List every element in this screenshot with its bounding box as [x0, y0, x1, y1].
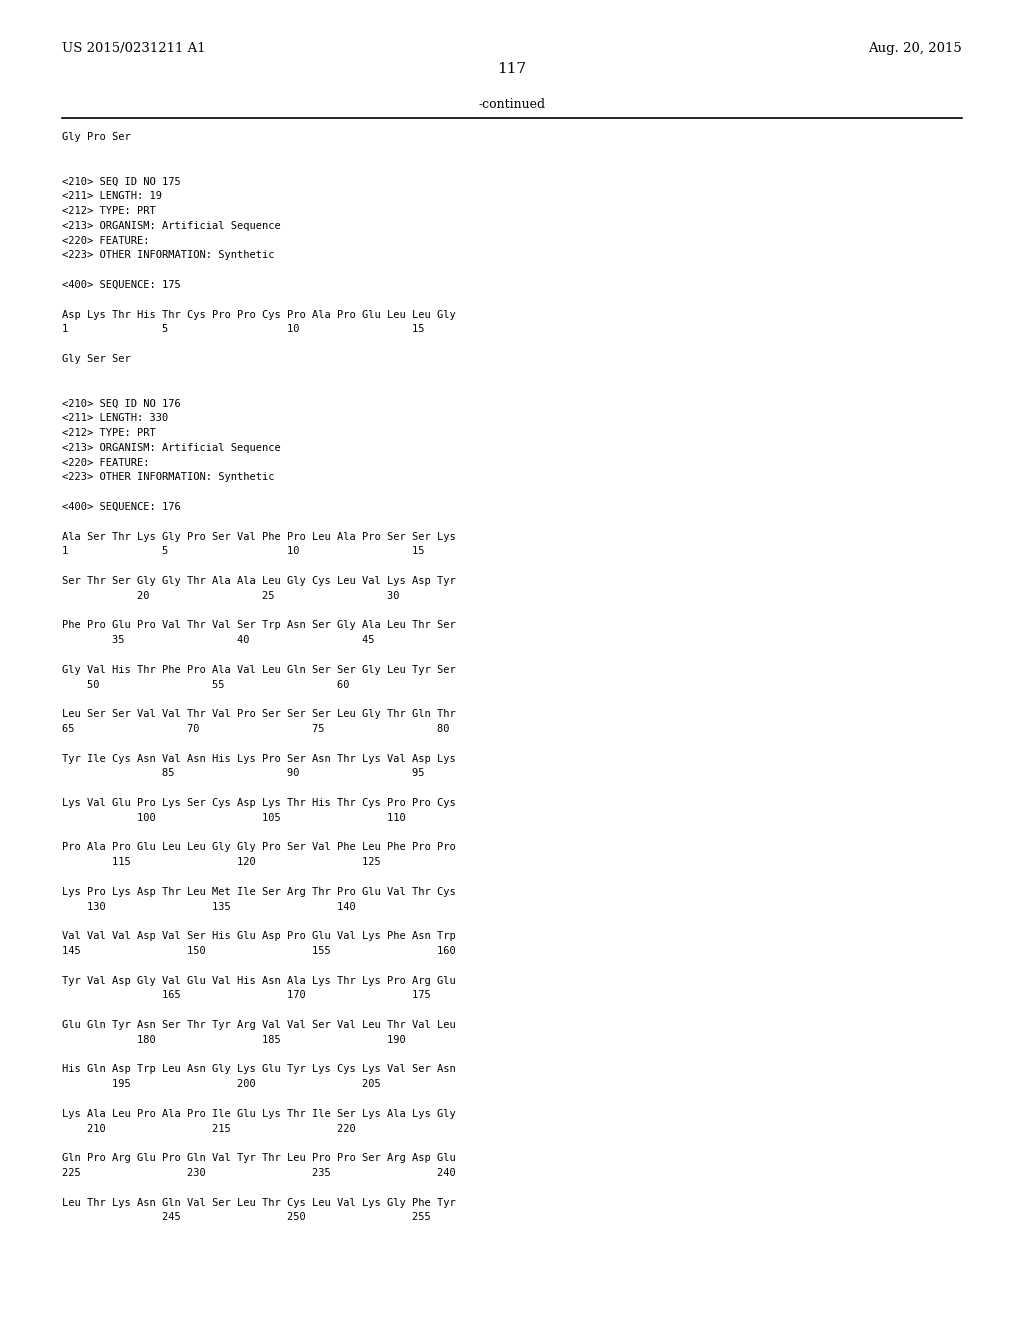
Text: -continued: -continued [478, 98, 546, 111]
Text: <212> TYPE: PRT: <212> TYPE: PRT [62, 206, 156, 216]
Text: Pro Ala Pro Glu Leu Leu Gly Gly Pro Ser Val Phe Leu Phe Pro Pro: Pro Ala Pro Glu Leu Leu Gly Gly Pro Ser … [62, 842, 456, 853]
Text: 1               5                   10                  15: 1 5 10 15 [62, 546, 425, 557]
Text: 130                 135                 140: 130 135 140 [62, 902, 355, 912]
Text: Gly Val His Thr Phe Pro Ala Val Leu Gln Ser Ser Gly Leu Tyr Ser: Gly Val His Thr Phe Pro Ala Val Leu Gln … [62, 665, 456, 675]
Text: Asp Lys Thr His Thr Cys Pro Pro Cys Pro Ala Pro Glu Leu Leu Gly: Asp Lys Thr His Thr Cys Pro Pro Cys Pro … [62, 310, 456, 319]
Text: <223> OTHER INFORMATION: Synthetic: <223> OTHER INFORMATION: Synthetic [62, 473, 274, 482]
Text: 145                 150                 155                 160: 145 150 155 160 [62, 946, 456, 956]
Text: 20                  25                  30: 20 25 30 [62, 591, 399, 601]
Text: <213> ORGANISM: Artificial Sequence: <213> ORGANISM: Artificial Sequence [62, 220, 281, 231]
Text: Aug. 20, 2015: Aug. 20, 2015 [868, 42, 962, 55]
Text: <220> FEATURE:: <220> FEATURE: [62, 458, 150, 467]
Text: 210                 215                 220: 210 215 220 [62, 1123, 355, 1134]
Text: Lys Val Glu Pro Lys Ser Cys Asp Lys Thr His Thr Cys Pro Pro Cys: Lys Val Glu Pro Lys Ser Cys Asp Lys Thr … [62, 799, 456, 808]
Text: Tyr Ile Cys Asn Val Asn His Lys Pro Ser Asn Thr Lys Val Asp Lys: Tyr Ile Cys Asn Val Asn His Lys Pro Ser … [62, 754, 456, 763]
Text: Tyr Val Asp Gly Val Glu Val His Asn Ala Lys Thr Lys Pro Arg Glu: Tyr Val Asp Gly Val Glu Val His Asn Ala … [62, 975, 456, 986]
Text: Leu Thr Lys Asn Gln Val Ser Leu Thr Cys Leu Val Lys Gly Phe Tyr: Leu Thr Lys Asn Gln Val Ser Leu Thr Cys … [62, 1197, 456, 1208]
Text: 195                 200                 205: 195 200 205 [62, 1080, 381, 1089]
Text: <211> LENGTH: 19: <211> LENGTH: 19 [62, 191, 162, 201]
Text: Lys Ala Leu Pro Ala Pro Ile Glu Lys Thr Ile Ser Lys Ala Lys Gly: Lys Ala Leu Pro Ala Pro Ile Glu Lys Thr … [62, 1109, 456, 1119]
Text: Leu Ser Ser Val Val Thr Val Pro Ser Ser Ser Leu Gly Thr Gln Thr: Leu Ser Ser Val Val Thr Val Pro Ser Ser … [62, 709, 456, 719]
Text: His Gln Asp Trp Leu Asn Gly Lys Glu Tyr Lys Cys Lys Val Ser Asn: His Gln Asp Trp Leu Asn Gly Lys Glu Tyr … [62, 1064, 456, 1074]
Text: 100                 105                 110: 100 105 110 [62, 813, 406, 822]
Text: Gln Pro Arg Glu Pro Gln Val Tyr Thr Leu Pro Pro Ser Arg Asp Glu: Gln Pro Arg Glu Pro Gln Val Tyr Thr Leu … [62, 1154, 456, 1163]
Text: 117: 117 [498, 62, 526, 77]
Text: Ser Thr Ser Gly Gly Thr Ala Ala Leu Gly Cys Leu Val Lys Asp Tyr: Ser Thr Ser Gly Gly Thr Ala Ala Leu Gly … [62, 576, 456, 586]
Text: 85                  90                  95: 85 90 95 [62, 768, 425, 779]
Text: <400> SEQUENCE: 175: <400> SEQUENCE: 175 [62, 280, 181, 290]
Text: Lys Pro Lys Asp Thr Leu Met Ile Ser Arg Thr Pro Glu Val Thr Cys: Lys Pro Lys Asp Thr Leu Met Ile Ser Arg … [62, 887, 456, 896]
Text: <213> ORGANISM: Artificial Sequence: <213> ORGANISM: Artificial Sequence [62, 442, 281, 453]
Text: 35                  40                  45: 35 40 45 [62, 635, 375, 645]
Text: Val Val Val Asp Val Ser His Glu Asp Pro Glu Val Lys Phe Asn Trp: Val Val Val Asp Val Ser His Glu Asp Pro … [62, 931, 456, 941]
Text: 165                 170                 175: 165 170 175 [62, 990, 431, 1001]
Text: <210> SEQ ID NO 176: <210> SEQ ID NO 176 [62, 399, 181, 408]
Text: 50                  55                  60: 50 55 60 [62, 680, 349, 689]
Text: Phe Pro Glu Pro Val Thr Val Ser Trp Asn Ser Gly Ala Leu Thr Ser: Phe Pro Glu Pro Val Thr Val Ser Trp Asn … [62, 620, 456, 631]
Text: 225                 230                 235                 240: 225 230 235 240 [62, 1168, 456, 1177]
Text: US 2015/0231211 A1: US 2015/0231211 A1 [62, 42, 206, 55]
Text: Ala Ser Thr Lys Gly Pro Ser Val Phe Pro Leu Ala Pro Ser Ser Lys: Ala Ser Thr Lys Gly Pro Ser Val Phe Pro … [62, 532, 456, 541]
Text: 115                 120                 125: 115 120 125 [62, 857, 381, 867]
Text: <223> OTHER INFORMATION: Synthetic: <223> OTHER INFORMATION: Synthetic [62, 251, 274, 260]
Text: <400> SEQUENCE: 176: <400> SEQUENCE: 176 [62, 502, 181, 512]
Text: Glu Gln Tyr Asn Ser Thr Tyr Arg Val Val Ser Val Leu Thr Val Leu: Glu Gln Tyr Asn Ser Thr Tyr Arg Val Val … [62, 1020, 456, 1030]
Text: 245                 250                 255: 245 250 255 [62, 1212, 431, 1222]
Text: <220> FEATURE:: <220> FEATURE: [62, 235, 150, 246]
Text: 65                  70                  75                  80: 65 70 75 80 [62, 723, 450, 734]
Text: <210> SEQ ID NO 175: <210> SEQ ID NO 175 [62, 177, 181, 186]
Text: 1               5                   10                  15: 1 5 10 15 [62, 325, 425, 334]
Text: Gly Pro Ser: Gly Pro Ser [62, 132, 131, 143]
Text: <211> LENGTH: 330: <211> LENGTH: 330 [62, 413, 168, 424]
Text: Gly Ser Ser: Gly Ser Ser [62, 354, 131, 364]
Text: 180                 185                 190: 180 185 190 [62, 1035, 406, 1045]
Text: <212> TYPE: PRT: <212> TYPE: PRT [62, 428, 156, 438]
